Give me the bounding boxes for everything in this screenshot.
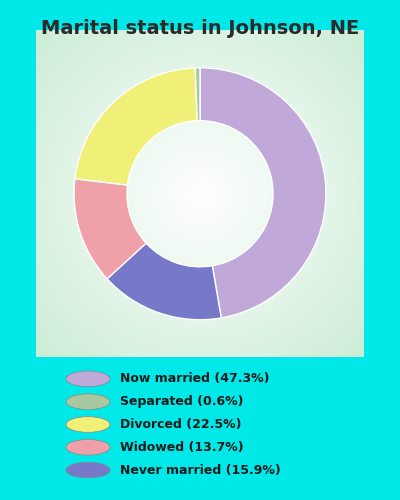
- Wedge shape: [75, 68, 197, 185]
- Text: Widowed (13.7%): Widowed (13.7%): [120, 441, 244, 454]
- Wedge shape: [195, 68, 200, 120]
- Circle shape: [66, 416, 110, 432]
- Circle shape: [66, 394, 110, 409]
- Text: Separated (0.6%): Separated (0.6%): [120, 395, 244, 408]
- Wedge shape: [200, 68, 326, 318]
- Wedge shape: [74, 178, 146, 279]
- Circle shape: [66, 371, 110, 386]
- Text: Marital status in Johnson, NE: Marital status in Johnson, NE: [41, 19, 359, 38]
- Text: Now married (47.3%): Now married (47.3%): [120, 372, 270, 386]
- Circle shape: [66, 462, 110, 478]
- Text: Never married (15.9%): Never married (15.9%): [120, 464, 281, 476]
- Circle shape: [66, 440, 110, 455]
- Wedge shape: [107, 243, 221, 320]
- Text: Divorced (22.5%): Divorced (22.5%): [120, 418, 242, 431]
